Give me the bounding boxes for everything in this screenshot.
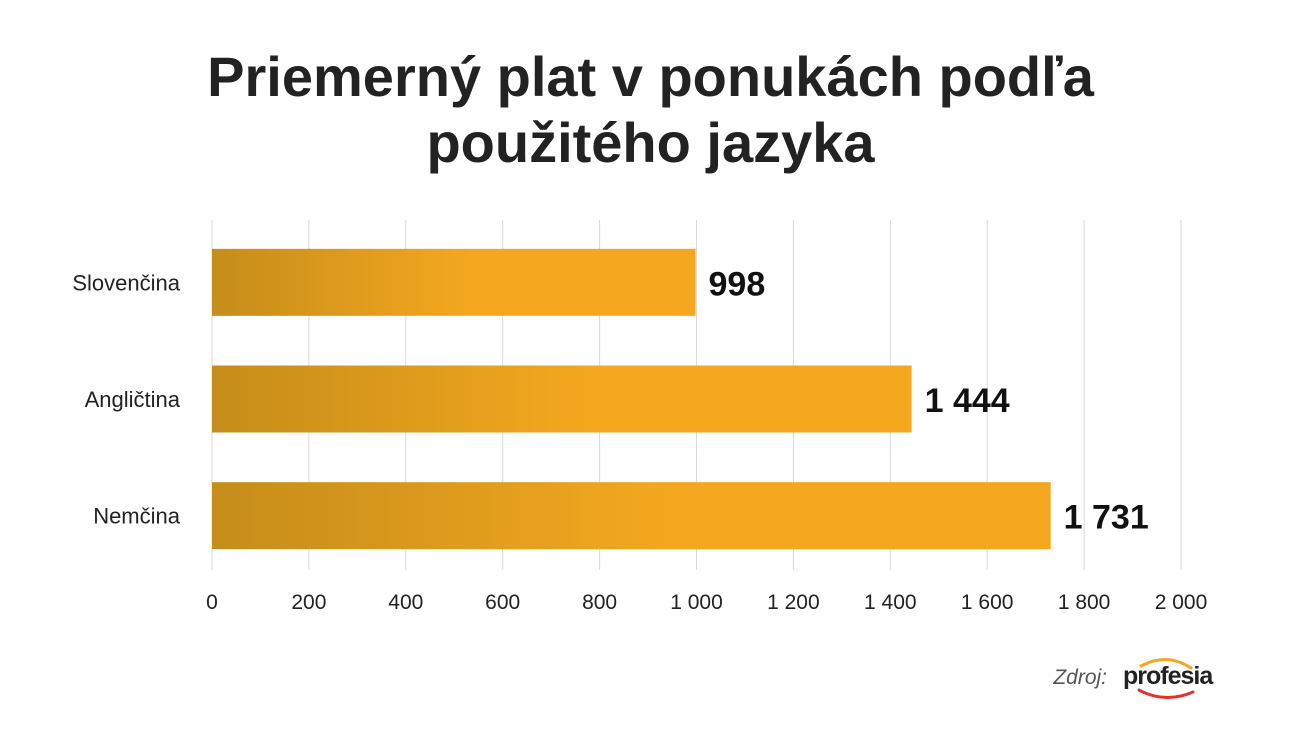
x-tick-label: 2 000: [1155, 591, 1208, 614]
bar: [212, 248, 696, 316]
x-tick-label: 0: [206, 591, 218, 614]
logo-arc-icon: [1137, 658, 1195, 699]
x-tick-label: 1 600: [961, 591, 1014, 614]
value-label: 998: [709, 265, 766, 303]
x-tick-label: 1 000: [670, 591, 723, 614]
bars: [212, 248, 1051, 550]
x-tick-label: 1 400: [864, 591, 917, 614]
chart-title-line-2: použitého jazyka: [426, 111, 875, 174]
labels: 0 200 400 600 800 1 000 1 200 1 400 1 600 1 800 2 …: [72, 265, 1207, 614]
x-tick-label: 600: [485, 591, 520, 614]
bar: [212, 482, 1051, 550]
logo-text: profesia: [1123, 662, 1213, 690]
x-tick-label: 1 200: [767, 591, 820, 614]
x-tick-label: 400: [388, 591, 423, 614]
y-category-label: Angličtina: [85, 387, 181, 412]
chart-title-line-1: Priemerný plat v ponukách podľa: [207, 45, 1094, 108]
profesia-logo[interactable]: profesia: [1119, 656, 1213, 700]
chart-title: Priemerný plat v ponukách podľa použitéh…: [0, 44, 1301, 176]
x-tick-label: 1 800: [1058, 591, 1111, 614]
bar: [212, 365, 912, 433]
y-category-label: Nemčina: [93, 504, 181, 529]
source-label: Zdroj:: [1053, 666, 1107, 689]
y-category-label: Slovenčina: [72, 270, 180, 295]
value-label: 1 444: [925, 382, 1010, 420]
x-tick-label: 800: [582, 591, 617, 614]
source-attribution: Zdroj: profesia: [1053, 656, 1213, 700]
value-label: 1 731: [1064, 499, 1149, 537]
x-tick-label: 200: [291, 591, 326, 614]
